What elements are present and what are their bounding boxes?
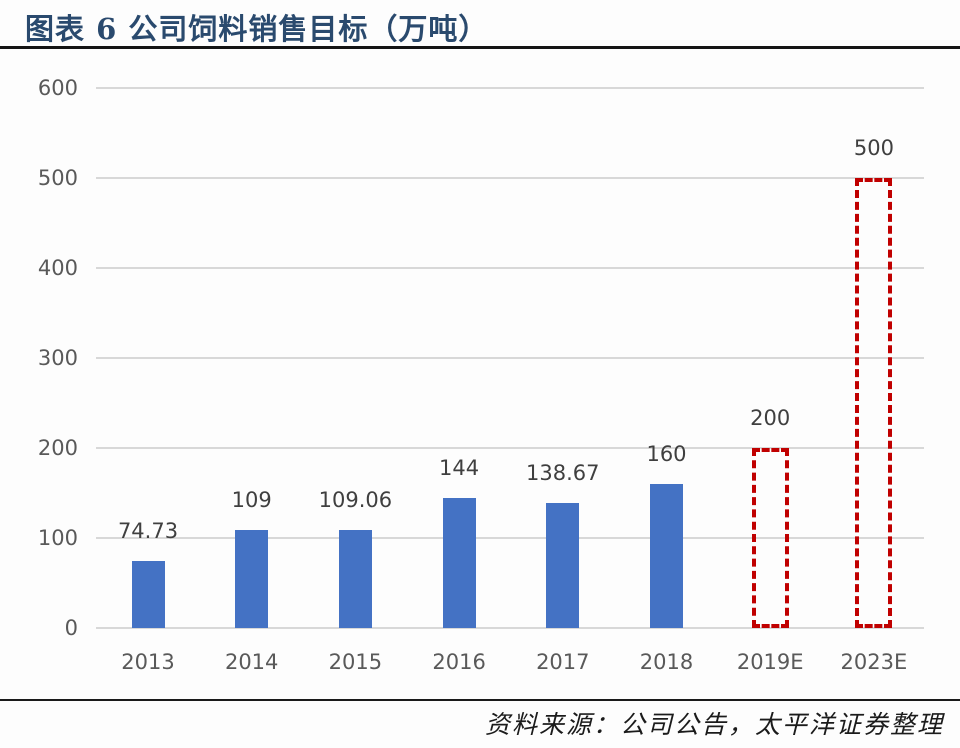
gridline-200 bbox=[96, 447, 924, 449]
bar-2016 bbox=[442, 498, 476, 628]
bar-value-label: 144 bbox=[439, 456, 480, 481]
x-axis-tick-label: 2014 bbox=[224, 650, 279, 674]
gridline-600 bbox=[96, 87, 924, 89]
bar-2017 bbox=[546, 503, 580, 628]
bar-chart: 0 100 200 300 400 500 600 74.73 2013 109 2014 109.0… bbox=[37, 76, 924, 674]
y-axis-tick-label: 600 bbox=[37, 76, 78, 100]
x-axis-tick-label: 2018 bbox=[639, 650, 694, 674]
gridline-300 bbox=[96, 357, 924, 359]
title-divider bbox=[0, 46, 960, 49]
bar-value-label: 109 bbox=[231, 487, 272, 512]
x-axis-tick-label: 2015 bbox=[328, 650, 383, 674]
bar-value-label: 138.67 bbox=[526, 461, 600, 486]
x-axis-tick-label: 2019E bbox=[736, 650, 804, 674]
bar-value-label: 160 bbox=[646, 442, 687, 466]
gridline-0 bbox=[96, 627, 924, 629]
bar-value-label: 74.73 bbox=[117, 518, 179, 543]
target-bar-2023E bbox=[855, 178, 893, 628]
source-note: 资料来源：公司公告，太平洋证券整理 bbox=[484, 710, 944, 739]
y-axis-tick-label: 100 bbox=[37, 526, 78, 550]
bar-value-label: 200 bbox=[750, 406, 791, 430]
bar-value-label: 500 bbox=[853, 136, 894, 160]
bar-2018 bbox=[650, 484, 683, 628]
y-axis-tick-label: 500 bbox=[37, 166, 78, 190]
bar-2015 bbox=[338, 529, 372, 628]
bar-2013 bbox=[131, 560, 165, 628]
x-axis-tick-label: 2023E bbox=[840, 650, 908, 674]
y-axis-tick-label: 200 bbox=[37, 436, 78, 460]
target-bar-2019E bbox=[751, 448, 789, 628]
bar-value-label: 109.06 bbox=[318, 487, 393, 512]
gridline-500 bbox=[96, 177, 924, 179]
footer-divider bbox=[0, 699, 960, 701]
gridline-400 bbox=[96, 267, 924, 269]
x-axis-tick-label: 2017 bbox=[536, 650, 590, 674]
page-title: 图表 6 公司饲料销售目标（万吨） bbox=[25, 12, 489, 46]
y-axis-tick-label: 300 bbox=[37, 346, 78, 370]
gridline-100 bbox=[96, 537, 924, 539]
x-axis-tick-label: 2016 bbox=[432, 650, 486, 674]
y-axis-tick-label: 0 bbox=[64, 616, 78, 640]
bar-2014 bbox=[235, 529, 269, 628]
y-axis-tick-label: 400 bbox=[37, 256, 78, 280]
x-axis-tick-label: 2013 bbox=[121, 650, 175, 674]
